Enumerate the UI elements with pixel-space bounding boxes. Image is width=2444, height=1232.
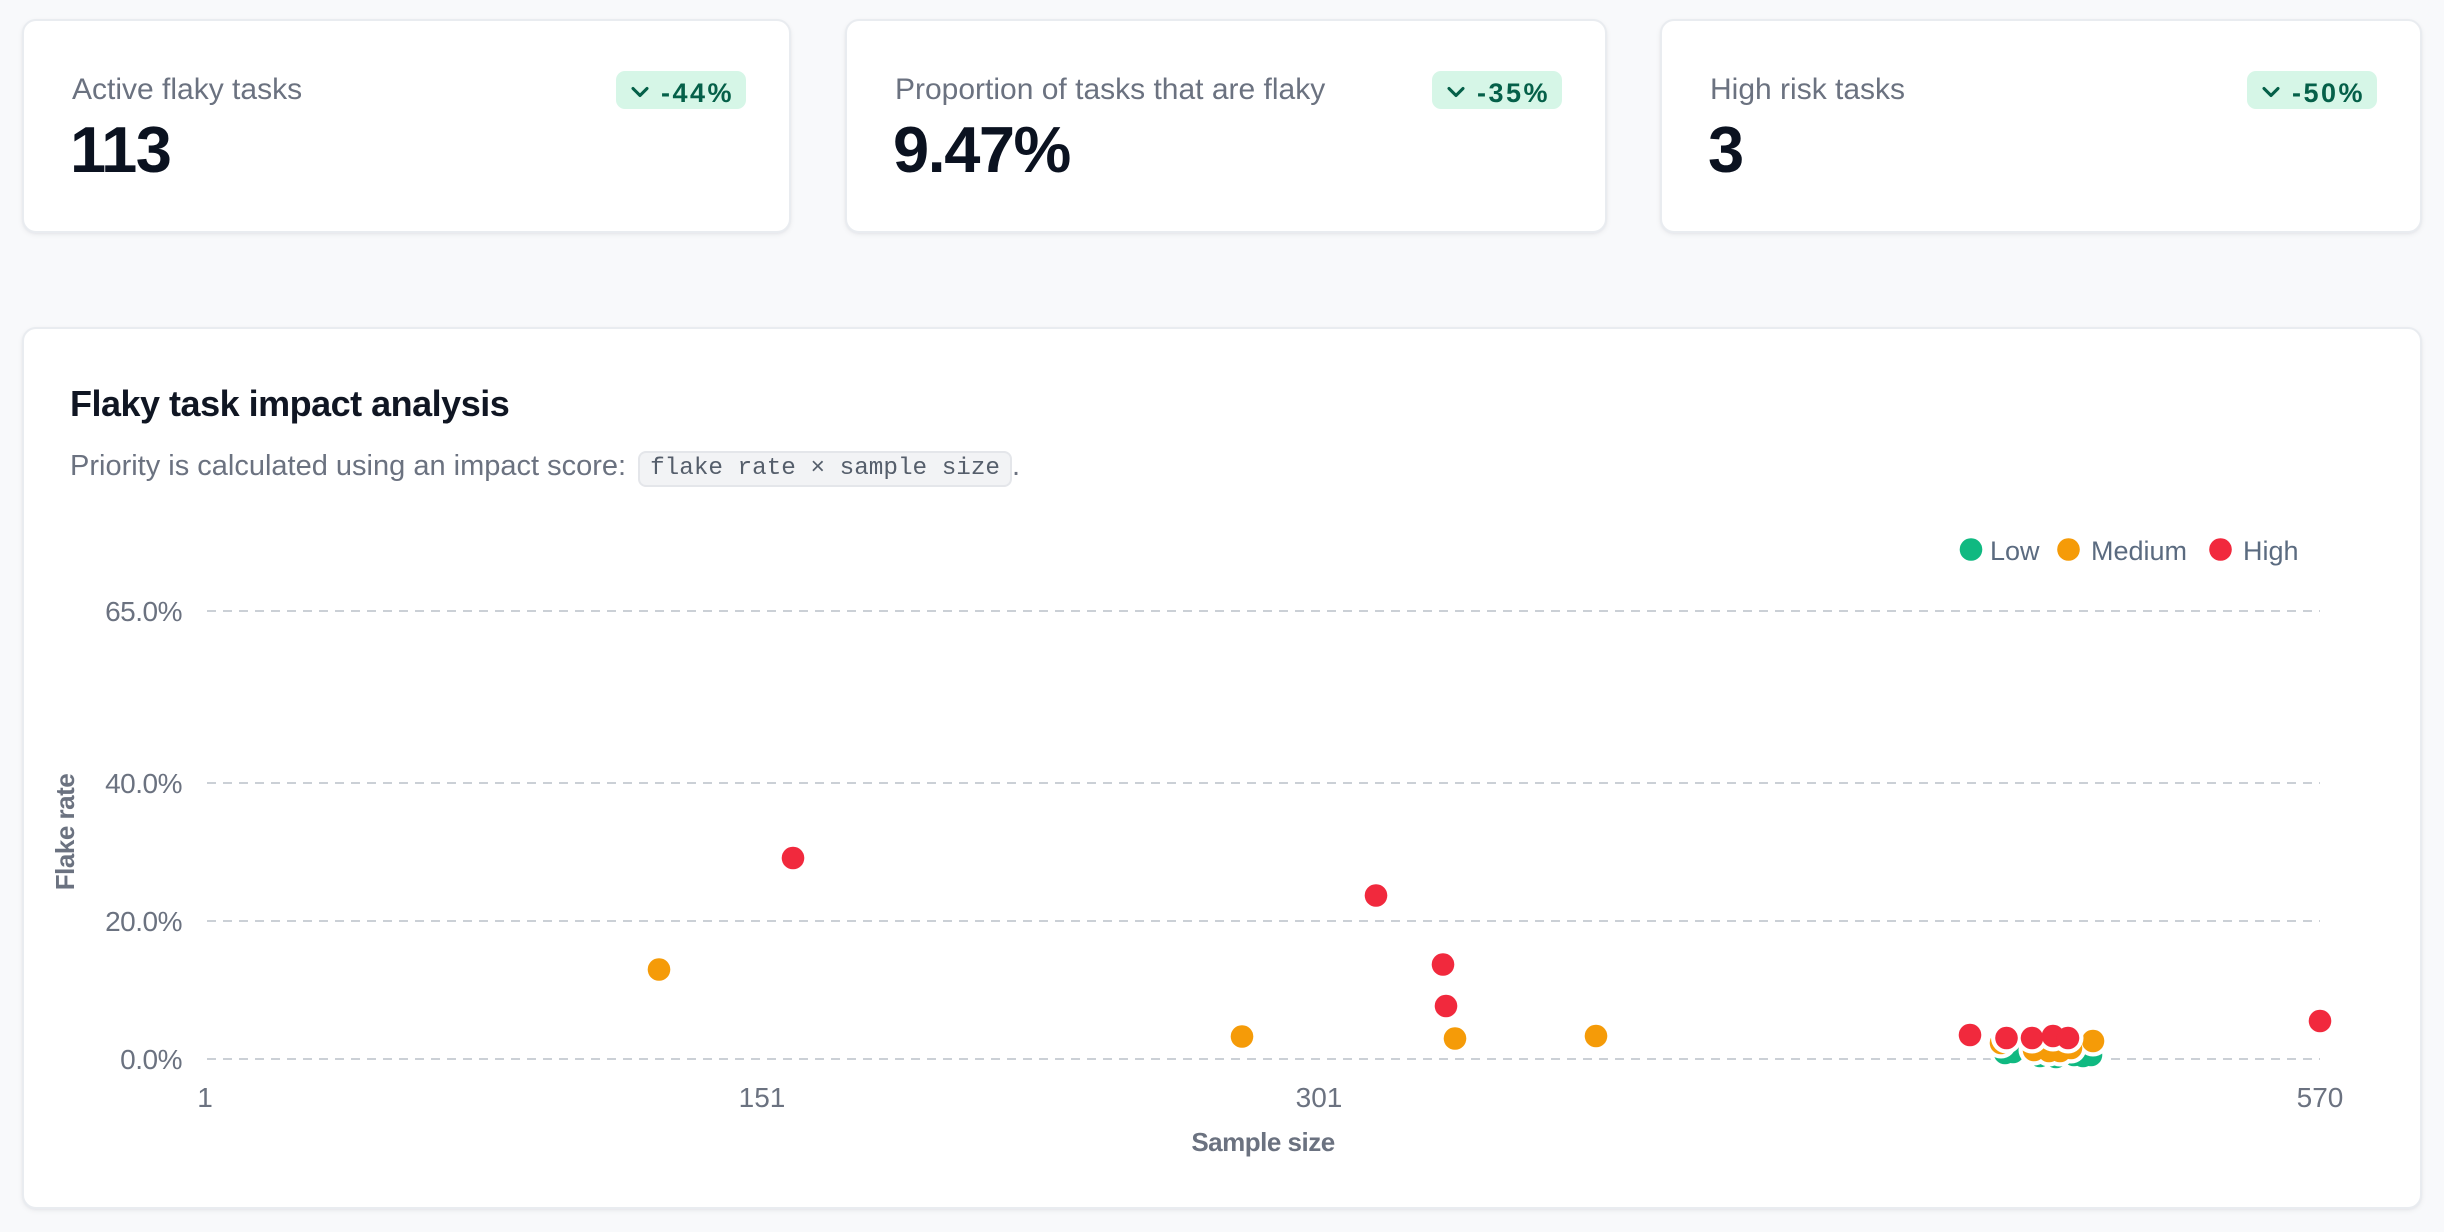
svg-text:Medium: Medium <box>2091 536 2187 566</box>
svg-text:65.0%: 65.0% <box>105 596 182 627</box>
svg-text:High: High <box>2243 536 2299 566</box>
svg-text:Low: Low <box>1990 536 2040 566</box>
svg-text:40.0%: 40.0% <box>105 768 182 799</box>
svg-text:20.0%: 20.0% <box>105 906 182 937</box>
svg-text:Flake rate: Flake rate <box>50 774 80 890</box>
svg-text:0.0%: 0.0% <box>120 1044 182 1075</box>
svg-text:Sample size: Sample size <box>1191 1127 1334 1157</box>
svg-text:570: 570 <box>2297 1082 2344 1113</box>
svg-text:151: 151 <box>739 1082 786 1113</box>
svg-text:301: 301 <box>1296 1082 1343 1113</box>
svg-text:1: 1 <box>197 1082 213 1113</box>
